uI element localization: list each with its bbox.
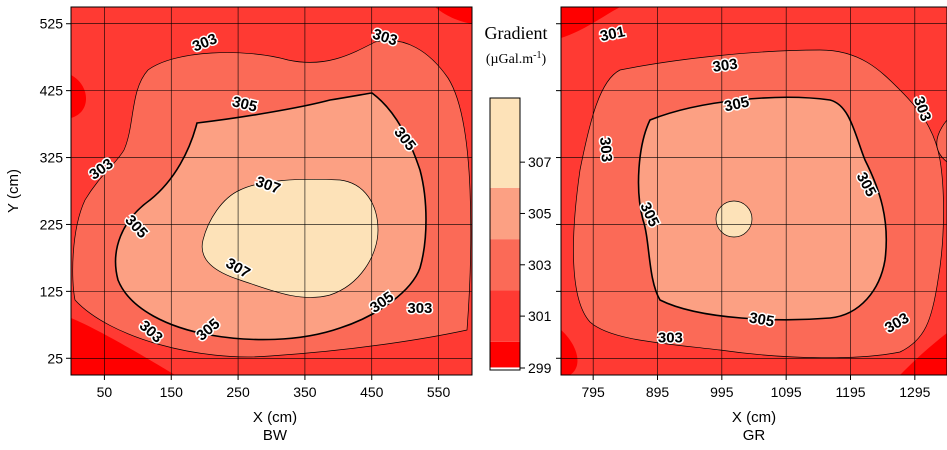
bw-region-299-bl <box>71 318 175 375</box>
bw-x-tick-label: 350 <box>293 384 317 400</box>
bw-x-tick-label: 50 <box>97 384 113 400</box>
gr-x-tick-label: 795 <box>581 384 605 400</box>
legend-unit: (µGal.m-1) <box>486 50 547 68</box>
gr-contour-label-text: 303 <box>596 136 615 162</box>
legend-tick-label: 307 <box>528 154 552 170</box>
bw-region-299-tr <box>435 7 472 24</box>
bw-y-tick-label: 25 <box>47 350 63 366</box>
bw-x-axis-label: X (cm) <box>253 409 297 426</box>
gr-plot-border <box>560 6 947 376</box>
bw-y-tick-label: 425 <box>40 83 64 99</box>
gr-panel-title: GR <box>743 427 766 444</box>
legend-tick-label: 303 <box>528 257 552 273</box>
bw-y-tick-label: 225 <box>40 216 64 232</box>
gr-region-299-br <box>900 333 947 375</box>
legend-tick-label: 305 <box>528 205 552 221</box>
legend-swatch <box>490 239 520 291</box>
gr-x-tick-label: 995 <box>710 384 734 400</box>
bw-gridlines <box>71 7 472 375</box>
bw-contour-label: 303 <box>406 299 434 319</box>
legend-bar-border <box>489 97 521 371</box>
bw-ticks: 50 150 250 350 450 550 25 125 225 325 425 525 <box>40 16 451 400</box>
bw-contour-fill <box>71 7 472 375</box>
bw-y-tick-label: 525 <box>40 16 64 32</box>
gr-contour-label-text: 303 <box>712 56 739 76</box>
bw-contour-label-text: 303 <box>407 300 432 317</box>
bw-x-tick-label: 450 <box>360 384 384 400</box>
gr-region-299-bl <box>561 330 578 375</box>
gr-x-tick-label: 1295 <box>899 384 930 400</box>
gr-x-tick-label: 895 <box>646 384 670 400</box>
legend-swatch <box>490 341 520 368</box>
bw-x-tick-label: 550 <box>427 384 451 400</box>
legend-swatch <box>490 98 520 188</box>
legend-title: Gradient <box>485 23 548 43</box>
bw-y-axis-label: Y (cm) <box>5 169 22 213</box>
legend-swatch <box>490 187 520 240</box>
gr-ticks: 795 895 995 1095 1195 1295 <box>556 23 931 400</box>
gr-contour-label: 303 <box>656 328 684 348</box>
gr-x-tick-label: 1095 <box>771 384 802 400</box>
legend-swatch <box>490 290 520 342</box>
gr-region-299-tl <box>561 7 620 38</box>
bw-plot-border <box>70 6 473 376</box>
gr-contour-label: 303 <box>594 135 616 164</box>
bw-y-tick-label: 325 <box>40 150 64 166</box>
gr-x-axis-label: X (cm) <box>732 409 776 426</box>
gr-panel: 795 895 995 1095 1195 1295 301303303303303303… <box>556 6 947 444</box>
bw-panel-title: BW <box>263 427 288 444</box>
bw-x-tick-label: 150 <box>160 384 184 400</box>
gr-x-tick-label: 1195 <box>835 384 865 400</box>
gr-region-305 <box>637 96 888 321</box>
bw-region-299-left <box>71 75 87 118</box>
gr-contour-fill <box>561 7 947 375</box>
gr-contour-label-text: 303 <box>658 330 683 347</box>
legend-tick-label: 299 <box>528 360 552 376</box>
bw-region-307 <box>201 178 379 298</box>
legend-color-bar <box>489 97 521 371</box>
bw-y-tick-label: 125 <box>40 283 64 299</box>
gr-gridlines <box>561 7 947 375</box>
legend-tick-labels: 299 301 303 305 307 <box>520 154 552 376</box>
colorbar-legend: Gradient (µGal.m-1) 299 301 303 305 307 <box>485 23 552 376</box>
gr-contour-label: 303 <box>710 54 740 77</box>
legend-tick-label: 301 <box>528 308 552 324</box>
bw-x-tick-label: 250 <box>226 384 250 400</box>
gr-region-307 <box>715 200 753 238</box>
